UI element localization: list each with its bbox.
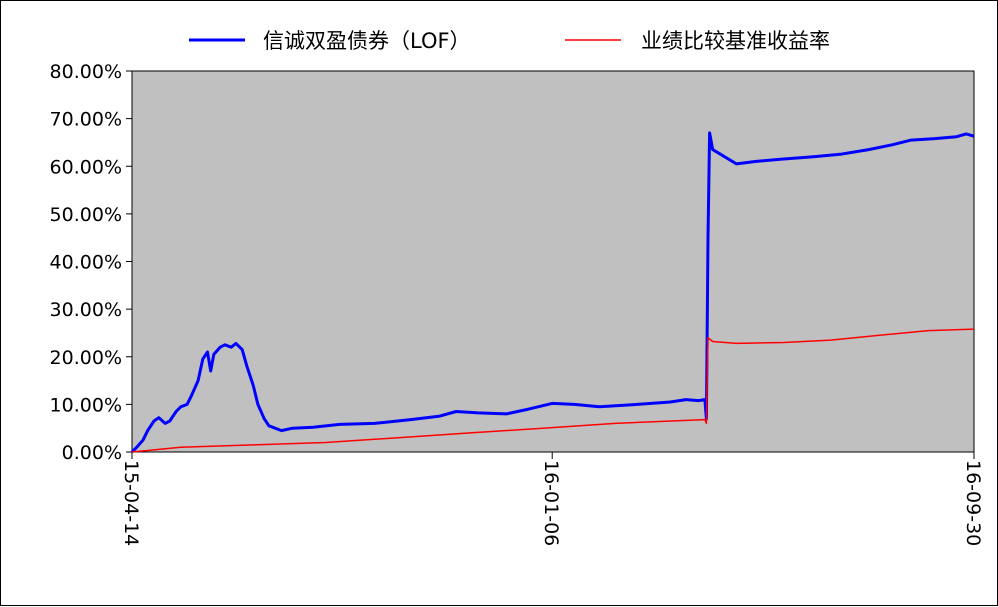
y-tick-label: 40.00% — [50, 252, 122, 274]
legend: 信诚双盈债券（LOF） 业绩比较基准收益率 — [189, 29, 830, 53]
x-tick-label: 15-04-14 — [120, 460, 142, 546]
legend-label-fund: 信诚双盈债券（LOF） — [263, 29, 471, 53]
y-tick-label: 60.00% — [50, 156, 122, 178]
plot-area — [131, 70, 975, 453]
series-layer — [130, 131, 975, 454]
y-tick-label: 20.00% — [50, 347, 122, 369]
legend-label-benchmark: 业绩比较基准收益率 — [641, 29, 830, 53]
x-tick-label: 16-09-30 — [962, 460, 984, 546]
y-tick-label: 70.00% — [50, 109, 122, 131]
y-tick-label: 30.00% — [50, 299, 122, 321]
y-axis: 0.00% 10.00% 20.00% 30.00% 40.00% 50.00% 60.00… — [50, 61, 132, 464]
y-tick-label: 50.00% — [50, 204, 122, 226]
series-line-fund — [130, 131, 975, 454]
y-tick-label: 0.00% — [62, 442, 122, 464]
y-tick-label: 10.00% — [50, 394, 122, 416]
y-tick-label: 80.00% — [50, 61, 122, 83]
x-axis: 15-04-14 16-01-06 16-09-30 — [120, 452, 984, 546]
x-tick-label: 16-01-06 — [540, 460, 562, 546]
series-line-benchmark — [131, 328, 975, 453]
